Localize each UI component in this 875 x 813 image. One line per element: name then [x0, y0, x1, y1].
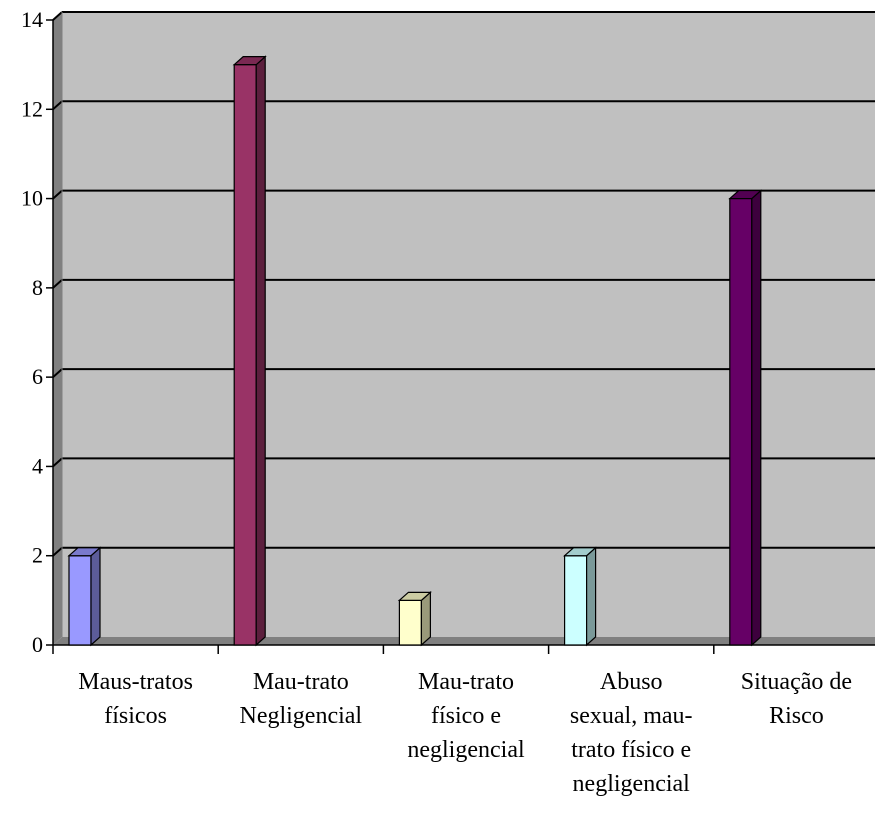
- y-tick-label: 8: [32, 275, 43, 300]
- y-tick-label: 14: [21, 7, 43, 32]
- bar-front: [563, 555, 588, 646]
- bar-top: [728, 189, 763, 200]
- bar-top: [232, 56, 267, 66]
- bar: [728, 189, 763, 647]
- bar-front: [233, 64, 257, 646]
- bar: [67, 546, 102, 647]
- bar-top: [397, 591, 432, 601]
- x-category-label: Mau-trato Negligencial: [239, 669, 362, 729]
- bars: [67, 55, 763, 647]
- y-axis: [46, 12, 63, 646]
- x-category-label: Situação de Risco: [741, 669, 852, 729]
- bar-front: [398, 599, 422, 646]
- y-tick-label: 10: [21, 186, 43, 211]
- gridline-diag: [52, 100, 63, 111]
- x-category-label: Maus-tratos físicos: [78, 669, 193, 729]
- gridline-diag: [52, 11, 63, 21]
- gridline-diag: [52, 546, 63, 557]
- bar-side: [585, 546, 597, 647]
- bar-top: [563, 547, 598, 557]
- y-tick-label: 6: [32, 364, 43, 389]
- gridline-diag: [52, 368, 63, 378]
- x-axis: [52, 644, 875, 654]
- bar-side: [255, 55, 266, 647]
- bar-side: [420, 591, 431, 647]
- bar: [397, 591, 432, 647]
- x-category-label: Mau-trato físico e negligencial: [407, 669, 525, 763]
- gridline-diag: [52, 457, 63, 468]
- bar-top: [67, 547, 102, 557]
- y-tick-label: 12: [21, 96, 43, 121]
- gridline-diag: [52, 189, 63, 200]
- bar-front: [729, 197, 753, 646]
- bar-side: [90, 546, 101, 647]
- plot-side-wall: [53, 12, 62, 645]
- gridline-diag: [52, 279, 63, 289]
- y-tick-label: 4: [32, 453, 43, 478]
- y-tick-label: 0: [32, 632, 43, 657]
- bar: [563, 546, 598, 647]
- y-tick-label: 2: [32, 543, 43, 568]
- bar-front: [68, 555, 92, 646]
- x-category-label: Abuso sexual, mau-trato físico e negligenc…: [570, 669, 693, 797]
- bar: [232, 55, 267, 647]
- y-tick-labels: 0 2 4 6 8 10 12 14: [21, 7, 43, 657]
- x-category-labels: Maus-tratos físicos Mau-trato Negligencial M…: [78, 669, 852, 797]
- bar-side: [751, 189, 762, 647]
